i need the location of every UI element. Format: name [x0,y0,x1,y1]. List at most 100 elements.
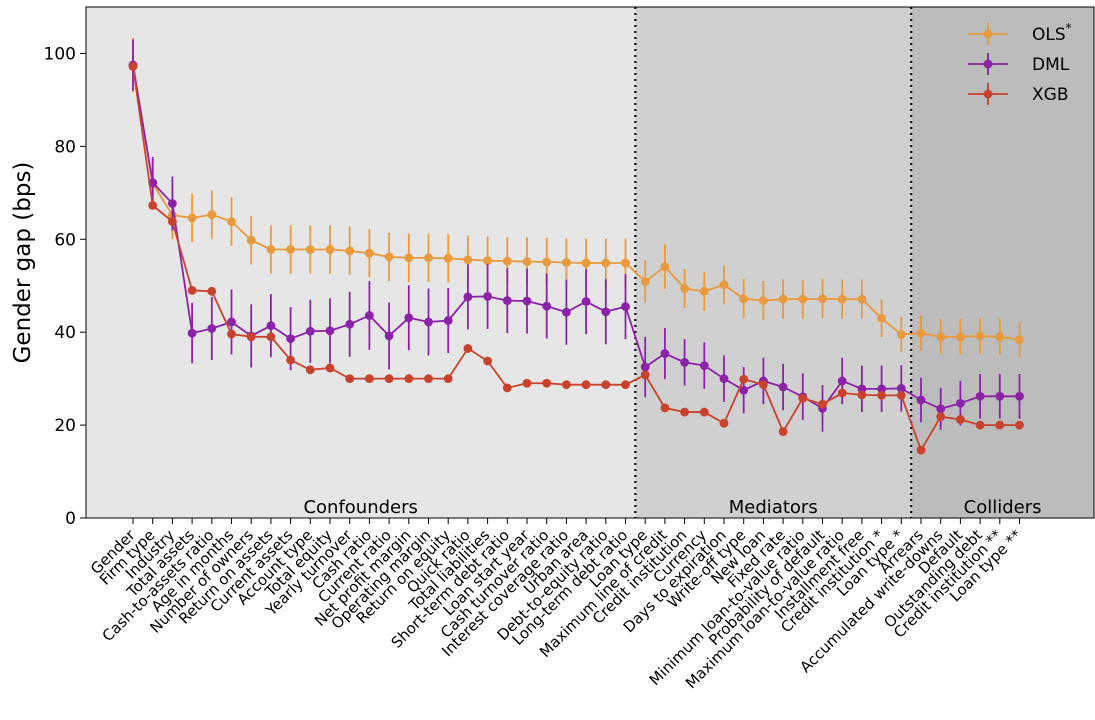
data-point [699,361,709,371]
data-point [384,252,394,262]
data-point [739,374,749,384]
data-point [502,296,512,305]
data-point [443,316,453,325]
data-point [975,391,985,401]
data-point [305,365,315,375]
legend-marker [983,59,993,69]
legend-label: XGB [1032,85,1068,105]
data-point [404,374,414,384]
y-axis-title: Gender gap (bps) [10,162,36,364]
data-point [384,374,394,384]
series-line [132,64,1020,341]
data-point [168,217,177,227]
data-point [995,391,1005,401]
data-point [404,253,414,263]
data-point [522,378,532,388]
data-point [857,294,867,304]
region-dividers [634,7,913,518]
data-point [680,357,689,367]
region-labels: Confounders Mediators Colliders [303,497,1041,518]
data-point [207,324,217,333]
series-line [132,64,1020,410]
data-point [896,390,906,400]
data-point [680,407,689,417]
legend-item-xgb: XGB [968,83,1068,105]
data-point [483,256,492,266]
legend-marker [983,29,993,39]
data-point [266,321,276,331]
data-point [621,302,630,312]
data-point [522,296,532,306]
data-point [837,388,847,398]
legend-marker [983,89,993,99]
data-point [601,258,611,268]
data-point [877,390,886,400]
data-point [443,374,453,384]
data-point [837,294,847,304]
y-axis: 0 20 40 60 80 100 [44,44,86,529]
y-tick-label: 60 [54,230,76,250]
legend-superscript: * [1066,21,1072,35]
data-point [404,313,414,323]
plot-frame [85,6,1095,519]
legend-label: DML [1032,55,1070,75]
data-point [719,280,729,290]
data-point [483,356,492,366]
data-point [936,412,946,422]
data-point [739,385,749,395]
data-point [562,380,571,390]
data-point [601,307,611,317]
data-point [187,285,197,295]
data-point [443,253,453,263]
data-point [896,330,906,339]
data-point [660,349,670,358]
data-point [325,245,335,254]
data-point [601,380,611,390]
legend: OLS* DML XGB [968,21,1072,105]
data-point [168,199,177,208]
data-point [798,393,808,403]
data-point [345,374,355,384]
data-point [365,374,374,384]
data-point [562,307,571,317]
data-point [975,331,985,341]
data-point [640,370,650,380]
data-point [778,294,788,304]
data-point [345,319,355,329]
y-tick-label: 20 [54,416,76,436]
data-point [502,383,512,393]
region-label-confounders: Confounders [303,497,417,518]
data-point [207,210,217,220]
data-point [384,331,394,341]
data-point [305,326,315,336]
data-point [424,374,433,384]
data-point [916,445,926,455]
data-point [266,332,276,342]
data-point [365,311,374,320]
data-point [246,235,256,245]
data-point [424,317,433,327]
data-point [680,284,689,293]
data-point [562,258,571,267]
data-point [857,390,867,400]
data-point [305,245,315,254]
data-point [956,398,965,408]
data-point [778,427,788,436]
data-point [896,383,906,393]
data-point [345,246,355,256]
data-point [581,380,591,390]
data-point [916,328,926,338]
data-point [286,334,295,344]
data-point [936,332,946,342]
data-point [995,332,1005,342]
data-point [778,382,788,392]
legend-item-ols: OLS* [968,21,1072,45]
region-mediators [635,7,912,518]
data-point [207,286,217,296]
y-tick-label: 100 [44,44,76,64]
axes-border [85,6,1095,519]
region-label-colliders: Colliders [964,497,1042,518]
data-point [857,384,867,394]
data-point [266,245,276,254]
